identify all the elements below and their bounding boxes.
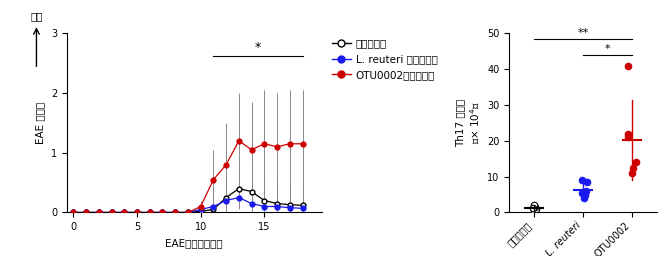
Point	[627, 166, 638, 170]
Text: *: *	[604, 44, 610, 54]
Point	[579, 196, 590, 200]
Text: *: *	[255, 41, 261, 54]
Point	[531, 207, 541, 211]
Point	[630, 160, 641, 164]
Point	[529, 209, 539, 213]
Y-axis label: EAE スコア: EAE スコア	[36, 102, 46, 144]
Point	[576, 178, 587, 182]
Point	[623, 135, 634, 139]
Point	[581, 189, 592, 193]
Point	[529, 205, 540, 209]
Point	[622, 63, 633, 68]
Point	[529, 203, 539, 207]
Point	[627, 171, 638, 175]
Point	[623, 132, 634, 136]
Legend: 無菌マウス, L. reuteri 定着マウス, OTU0002定着マウス: 無菌マウス, L. reuteri 定着マウス, OTU0002定着マウス	[332, 38, 438, 80]
Point	[528, 206, 539, 210]
Point	[577, 191, 588, 195]
X-axis label: EAE誘導後（日）: EAE誘導後（日）	[165, 238, 223, 248]
Text: 増悪: 増悪	[30, 11, 43, 21]
Point	[582, 180, 592, 184]
Text: **: **	[578, 28, 588, 38]
Y-axis label: Th17 細胞数
（× 10$^4$）: Th17 細胞数 （× 10$^4$）	[456, 99, 482, 147]
Point	[580, 193, 591, 197]
